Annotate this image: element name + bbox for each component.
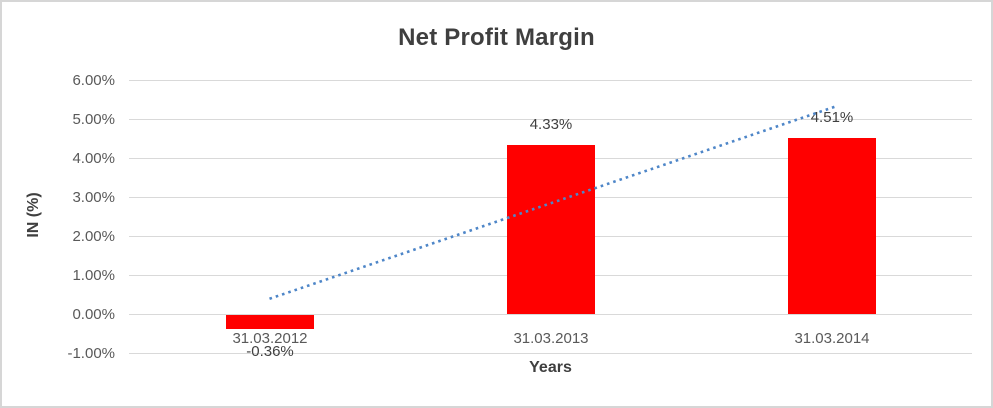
y-tick-label: 2.00% bbox=[72, 228, 115, 245]
y-tick-label: -1.00% bbox=[67, 345, 115, 362]
x-axis-title: Years bbox=[529, 359, 572, 376]
bar-31.03.2014 bbox=[788, 138, 876, 314]
y-tick-label: 1.00% bbox=[72, 267, 115, 284]
data-label: 4.51% bbox=[810, 109, 854, 126]
chart-title: Net Profit Margin bbox=[398, 24, 595, 51]
y-tick-label: 3.00% bbox=[72, 189, 115, 206]
y-tick-label: 0.00% bbox=[72, 306, 115, 323]
gridline bbox=[129, 353, 972, 354]
category-label: 31.03.2013 bbox=[513, 330, 589, 347]
data-label: 4.33% bbox=[529, 116, 573, 133]
y-tick-label: 4.00% bbox=[72, 150, 115, 167]
gridline bbox=[129, 80, 972, 81]
data-label: -0.36% bbox=[246, 343, 294, 360]
category-label: 31.03.2012 bbox=[232, 330, 308, 347]
y-tick-label: 6.00% bbox=[72, 72, 115, 89]
category-label: 31.03.2014 bbox=[794, 330, 870, 347]
gridline bbox=[129, 314, 972, 315]
y-tick-label: 5.00% bbox=[72, 111, 115, 128]
bar-31.03.2012 bbox=[226, 315, 314, 329]
bar-31.03.2013 bbox=[507, 145, 595, 314]
